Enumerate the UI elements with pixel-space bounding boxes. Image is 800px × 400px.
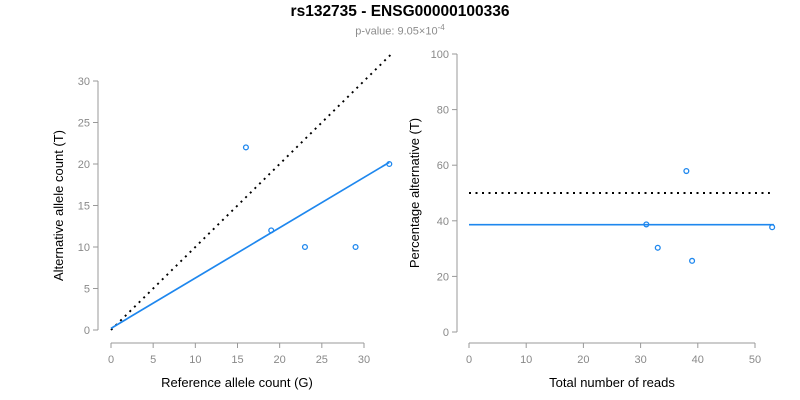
right-plot-y-tick-label: 0 bbox=[443, 327, 449, 339]
left-plot-data-point bbox=[386, 160, 393, 168]
p-value-text: p-value: 9.05×10 bbox=[355, 25, 438, 38]
right-plot-data-point bbox=[689, 257, 696, 264]
right-plot-y-tick-label: 100 bbox=[431, 49, 449, 61]
p-value-exponent: -4 bbox=[437, 23, 445, 32]
right-plot-x-tick-label: 20 bbox=[577, 354, 589, 366]
left-plot-y-tick-label: 15 bbox=[78, 201, 90, 213]
right-plot-y-tick-label: 80 bbox=[437, 105, 449, 117]
left-plot-identity-line bbox=[110, 53, 392, 331]
right-plot-x-tick-label: 30 bbox=[634, 354, 646, 366]
left-plot-data-point bbox=[242, 144, 249, 151]
right-plot-y-tick-label: 40 bbox=[437, 216, 449, 228]
left-plot-y-tick-label: 25 bbox=[78, 118, 90, 130]
right-plot-x-tick-label: 50 bbox=[749, 354, 761, 366]
left-plot-x-tick-label: 20 bbox=[274, 354, 286, 366]
left-plot-y-tick-label: 10 bbox=[78, 242, 90, 254]
right-plot-x-tick-label: 10 bbox=[520, 354, 532, 366]
left-plot-x-tick-label: 10 bbox=[189, 354, 201, 366]
right-plot-x-tick-label: 40 bbox=[692, 354, 704, 366]
right-plot-x-tick-label: 0 bbox=[466, 354, 472, 366]
left-plot-x-tick-label: 30 bbox=[358, 354, 370, 366]
right-plot-y-tick-label: 20 bbox=[437, 271, 449, 283]
left-plot-data-point bbox=[352, 243, 359, 251]
right-plot-data-point bbox=[769, 224, 776, 231]
right-plot-data-point bbox=[683, 167, 690, 175]
left-plot-y-tick-label: 20 bbox=[78, 159, 90, 171]
left-plot-x-axis-title: Reference allele count (G) bbox=[161, 375, 313, 390]
left-plot-x-tick-label: 5 bbox=[150, 354, 156, 366]
right-plot-y-axis-title: Percentage alternative (T) bbox=[407, 118, 422, 268]
left-plot-data-point bbox=[268, 227, 275, 234]
left-plot-y-tick-label: 0 bbox=[84, 325, 90, 337]
left-plot-y-tick-label: 30 bbox=[78, 76, 90, 88]
right-plot-x-axis-title: Total number of reads bbox=[549, 375, 675, 390]
right-plot-data-point bbox=[654, 244, 661, 251]
right-plot-y-tick-label: 60 bbox=[437, 160, 449, 172]
left-plot-y-tick-label: 5 bbox=[84, 284, 90, 296]
left-plot-x-tick-label: 25 bbox=[316, 354, 328, 366]
right-plot-data-point bbox=[643, 221, 650, 228]
figure-title: rs132735 - ENSG00000100336 bbox=[290, 3, 510, 20]
left-plot-x-tick-label: 15 bbox=[231, 354, 243, 366]
figure-subtitle: p-value: 9.05×10-4 bbox=[0, 23, 800, 38]
left-plot-fit-line bbox=[110, 161, 390, 330]
left-plot-y-axis-title: Alternative allele count (T) bbox=[51, 130, 66, 281]
left-plot-x-tick-label: 0 bbox=[108, 354, 114, 366]
left-plot-data-point bbox=[301, 243, 309, 251]
